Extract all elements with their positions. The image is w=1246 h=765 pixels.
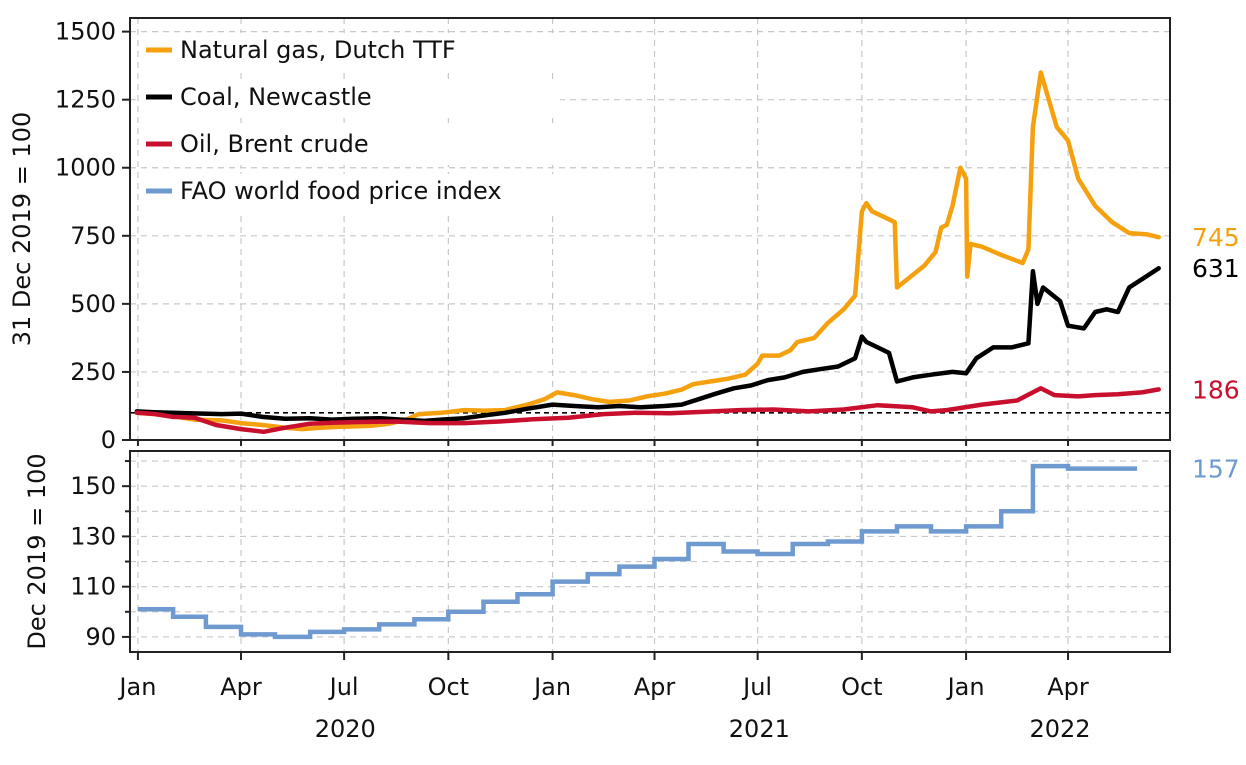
food-index-line-0 [137,463,1138,640]
bottom-panel-frame [129,450,1171,653]
legend-label-2: Oil, Brent crude [180,130,369,158]
series-line-1 [134,265,1161,424]
x-year-label-2021: 2021 [729,715,790,743]
x-year-label-2022: 2022 [1030,715,1091,743]
x-axis: Jan Apr Jul Oct Jan Apr Jul Oct Jan Apr 2020 2021 20… [117,440,1091,743]
legend: Natural gas, Dutch TTF Coal, Newcastle Oil… [140,33,560,212]
x-month-label-4: Jan [532,673,571,701]
food-index-end-label: 157 [1192,455,1240,484]
x-month-label-0: Jan [117,673,156,701]
top-ytick-label: 1500 [55,18,116,46]
top-ytick-label: 1000 [55,154,116,182]
series-line-2 [134,386,1161,435]
legend-label-0: Natural gas, Dutch TTF [180,36,456,64]
x-month-label-5: Apr [634,673,676,701]
x-month-label-8: Jan [946,673,985,701]
legend-label-1: Coal, Newcastle [180,83,372,111]
legend-bg [140,174,560,212]
bottom-ytick-label: 110 [70,573,116,601]
series-line-0 [134,70,1161,432]
legend-label-3: FAO world food price index [180,177,502,205]
legend-bg [140,80,560,118]
bottom-panel: 90 110 130 150 157 Dec 2019 = 100 [23,450,1240,653]
x-month-label-9: Apr [1047,673,1089,701]
top-ytick-label: 500 [70,290,116,318]
top-ytick-label: 1250 [55,86,116,114]
bottom-ytick-label: 150 [70,472,116,500]
top-panel-frame [129,17,1171,441]
top-ytick-label: 750 [70,222,116,250]
bottom-y-axis-title: Dec 2019 = 100 [23,453,51,649]
series-end-label-2: 186 [1192,375,1240,404]
x-month-label-2: Jul [328,673,359,701]
x-month-label-1: Apr [220,673,262,701]
x-month-label-7: Oct [841,673,883,701]
legend-bg [140,33,560,71]
x-month-label-3: Oct [428,673,470,701]
legend-bg [140,127,560,165]
x-month-label-6: Jul [741,673,772,701]
bottom-ytick-label: 90 [85,623,116,651]
x-year-label-2020: 2020 [315,715,376,743]
top-ytick-label: 0 [101,426,116,454]
top-y-axis-title: 31 Dec 2019 = 100 [8,112,36,347]
series-end-label-0: 745 [1192,223,1240,252]
bottom-ytick-label: 130 [70,522,116,550]
series-end-label-1: 631 [1192,254,1240,283]
top-ytick-label: 250 [70,358,116,386]
